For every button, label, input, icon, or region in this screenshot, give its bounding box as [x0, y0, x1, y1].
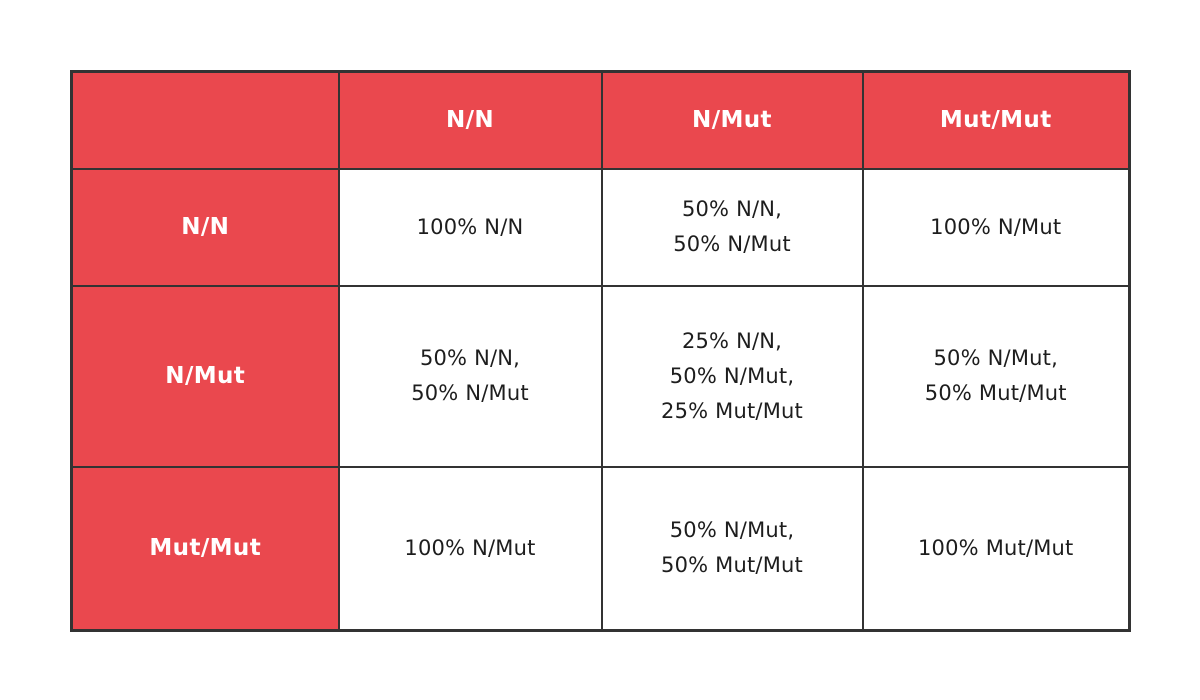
- header-row: N/N N/Mut Mut/Mut: [70, 70, 1131, 170]
- table-row-mutmut: Mut/Mut 100% N/Mut 50% N/Mut, 50% Mut/Mu…: [70, 465, 1131, 632]
- result-cell-mutmut-x-mutmut: 100% Mut/Mut: [861, 465, 1131, 632]
- result-cell-nmut-x-nn: 50% N/N, 50% N/Mut: [337, 284, 603, 468]
- result-cell-nmut-x-nmut: 25% N/N, 50% N/Mut, 25% Mut/Mut: [600, 284, 864, 468]
- result-cell-nn-x-mutmut: 100% N/Mut: [861, 167, 1131, 287]
- result-cell-mutmut-x-nmut: 50% N/Mut, 50% Mut/Mut: [600, 465, 864, 632]
- result-cell-mutmut-x-nn: 100% N/Mut: [337, 465, 603, 632]
- genotype-cross-table: N/N N/Mut Mut/Mut N/N 100% N/N 50% N/N, …: [70, 70, 1131, 632]
- table-row-nmut: N/Mut 50% N/N, 50% N/Mut 25% N/N, 50% N/…: [70, 284, 1131, 468]
- row-header-nn: N/N: [70, 167, 340, 287]
- result-cell-nn-x-nmut: 50% N/N, 50% N/Mut: [600, 167, 864, 287]
- corner-cell: [70, 70, 340, 170]
- result-cell-nn-x-nn: 100% N/N: [337, 167, 603, 287]
- column-header-nmut: N/Mut: [600, 70, 864, 170]
- result-cell-nmut-x-mutmut: 50% N/Mut, 50% Mut/Mut: [861, 284, 1131, 468]
- row-header-nmut: N/Mut: [70, 284, 340, 468]
- column-header-nn: N/N: [337, 70, 603, 170]
- row-header-mutmut: Mut/Mut: [70, 465, 340, 632]
- table-row-nn: N/N 100% N/N 50% N/N, 50% N/Mut 100% N/M…: [70, 167, 1131, 287]
- column-header-mutmut: Mut/Mut: [861, 70, 1131, 170]
